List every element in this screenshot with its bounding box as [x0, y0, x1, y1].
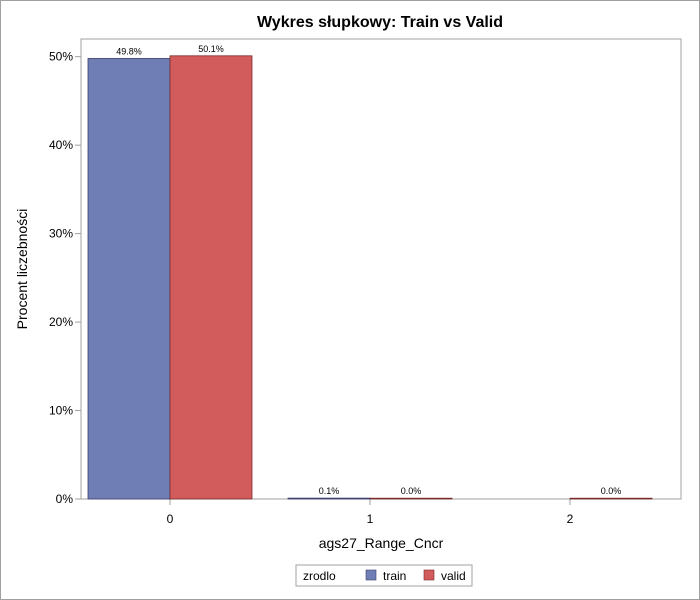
bar-valid-0 [169, 55, 253, 500]
data-label-valid-0: 50.1% [198, 44, 224, 54]
y-axis: 0% 10% 20% 30% 40% 50% [49, 50, 81, 506]
x-tick-label: 1 [367, 512, 374, 526]
bar-train-1 [287, 497, 371, 500]
y-tick-label: 10% [49, 404, 73, 418]
legend-label-train: train [383, 569, 406, 583]
legend-title: zrodlo [303, 569, 336, 583]
x-tick-label: 0 [167, 512, 174, 526]
y-axis-title: Procent liczebności [14, 209, 30, 330]
legend-label-valid: valid [441, 569, 466, 583]
y-tick-label: 40% [49, 138, 73, 152]
bar-train-0 [87, 58, 171, 500]
y-tick-label: 20% [49, 315, 73, 329]
bar-valid-1 [369, 497, 453, 500]
bar-valid-2 [569, 497, 653, 500]
data-label-valid-1: 0.0% [401, 486, 422, 496]
x-tick-label: 2 [567, 512, 574, 526]
legend-swatch-train [365, 569, 377, 581]
x-axis: 0 1 2 [167, 499, 574, 526]
data-label-train-0: 49.8% [116, 46, 142, 56]
y-tick-label: 30% [49, 227, 73, 241]
y-tick-label: 0% [56, 492, 74, 506]
x-axis-title: ags27_Range_Cncr [319, 535, 444, 551]
y-tick-label: 50% [49, 50, 73, 64]
chart-title: Wykres słupkowy: Train vs Valid [257, 14, 503, 31]
data-label-valid-2: 0.0% [601, 486, 622, 496]
legend: zrodlo train valid [295, 564, 473, 587]
legend-swatch-valid [423, 569, 435, 581]
data-labels: 49.8% 0.1% 50.1% 0.0% 0.0% [116, 44, 621, 496]
data-label-train-1: 0.1% [319, 486, 340, 496]
bars [87, 55, 653, 500]
